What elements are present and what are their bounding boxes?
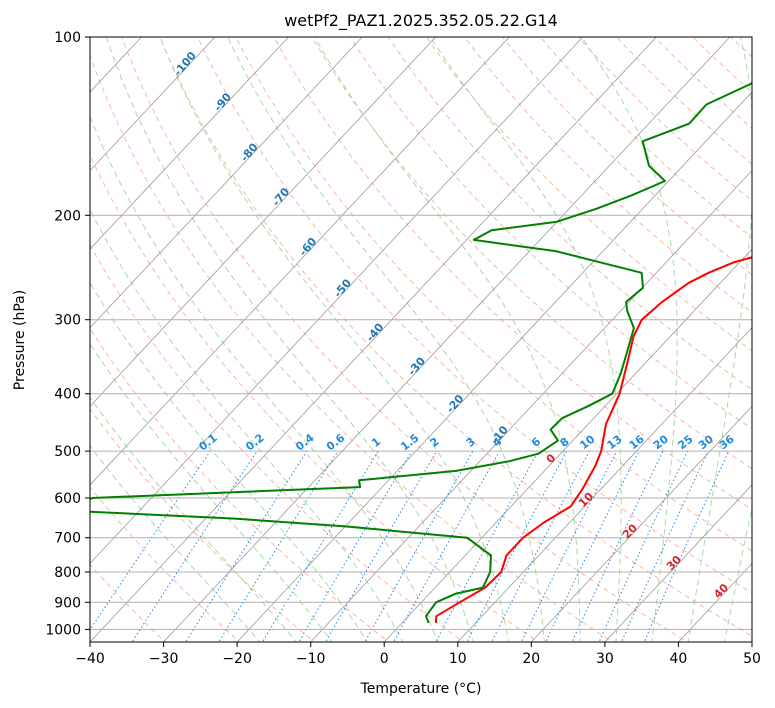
- isotherm-line: [90, 37, 657, 642]
- mixing-ratio-line: [435, 450, 539, 642]
- x-tick-label: −30: [149, 651, 179, 667]
- temperature-profile: [434, 256, 752, 623]
- isotherm-line: [310, 169, 752, 642]
- isotherm-line: [90, 37, 510, 486]
- y-tick-label: 200: [54, 208, 81, 224]
- moist-adiabat: [90, 396, 297, 642]
- y-tick-label: 800: [54, 565, 81, 581]
- y-tick-label: 600: [54, 491, 81, 507]
- x-tick-label: −40: [75, 651, 105, 667]
- mixing-ratio-line: [466, 450, 568, 642]
- isotherm-line: [236, 91, 752, 642]
- dry-adiabat: [90, 486, 241, 642]
- dry-adiabat: [90, 243, 465, 642]
- mixing-ratio-line: [90, 450, 211, 631]
- mixing-ratio-line: [325, 450, 438, 642]
- x-axis-label: Temperature (°C): [360, 681, 482, 697]
- isotherm-line: [90, 37, 363, 329]
- isotherm-line: [457, 327, 752, 642]
- plot-frame: [89, 36, 753, 643]
- isotherm-line: [90, 37, 289, 250]
- dry-adiabat: [425, 37, 752, 352]
- dry-adiabat: [387, 37, 752, 391]
- isotherm-line: [0, 37, 68, 642]
- isotherm-line: [751, 641, 752, 642]
- isotherm-line: [90, 37, 216, 172]
- mixing-ratio-line: [598, 450, 689, 642]
- chart-title: wetPf2_PAZ1.2025.352.05.22.G14: [284, 11, 558, 31]
- x-tick-label: 0: [380, 651, 389, 667]
- y-axis-label: Pressure (hPa): [12, 290, 28, 390]
- dry-adiabat: [197, 37, 752, 594]
- x-tick-label: 20: [522, 651, 540, 667]
- y-tick-label: 900: [54, 595, 81, 611]
- isotherm-line: [604, 484, 752, 642]
- y-tick-label: 100: [54, 30, 81, 46]
- mixing-ratio-line: [571, 450, 664, 642]
- mixing-ratio-line: [185, 450, 308, 642]
- dry-adiabat: [755, 24, 775, 645]
- dry-adiabat: [121, 37, 689, 642]
- dry-adiabat: [311, 37, 752, 470]
- y-tick-label: 300: [54, 313, 81, 329]
- mixing-ratio-line: [218, 450, 339, 642]
- mixing-ratio-line: [491, 450, 590, 642]
- y-tick-label: 1000: [45, 622, 81, 638]
- y-tick-label: 500: [54, 444, 81, 460]
- x-tick-label: 10: [449, 651, 467, 667]
- x-tick-label: −10: [296, 651, 326, 667]
- x-tick-label: 50: [743, 651, 761, 667]
- moist-adiabat: [90, 445, 261, 642]
- y-tick-label: 400: [54, 387, 81, 403]
- y-tick-label: 700: [54, 531, 81, 547]
- x-tick-label: −20: [222, 651, 252, 667]
- isotherm-line: [90, 37, 584, 565]
- dewpoint-profile: [90, 81, 752, 624]
- mixing-ratio-line: [298, 450, 413, 642]
- x-tick-label: 30: [596, 651, 614, 667]
- isotherm-line: [163, 37, 731, 642]
- mixing-ratio-line: [131, 450, 258, 642]
- isotherm-line: [531, 405, 752, 642]
- isotherm-line: [383, 248, 752, 642]
- dry-adiabat: [273, 37, 752, 510]
- plot-area: [90, 37, 752, 642]
- isotherm-line: [90, 37, 436, 407]
- x-tick-label: 40: [669, 651, 687, 667]
